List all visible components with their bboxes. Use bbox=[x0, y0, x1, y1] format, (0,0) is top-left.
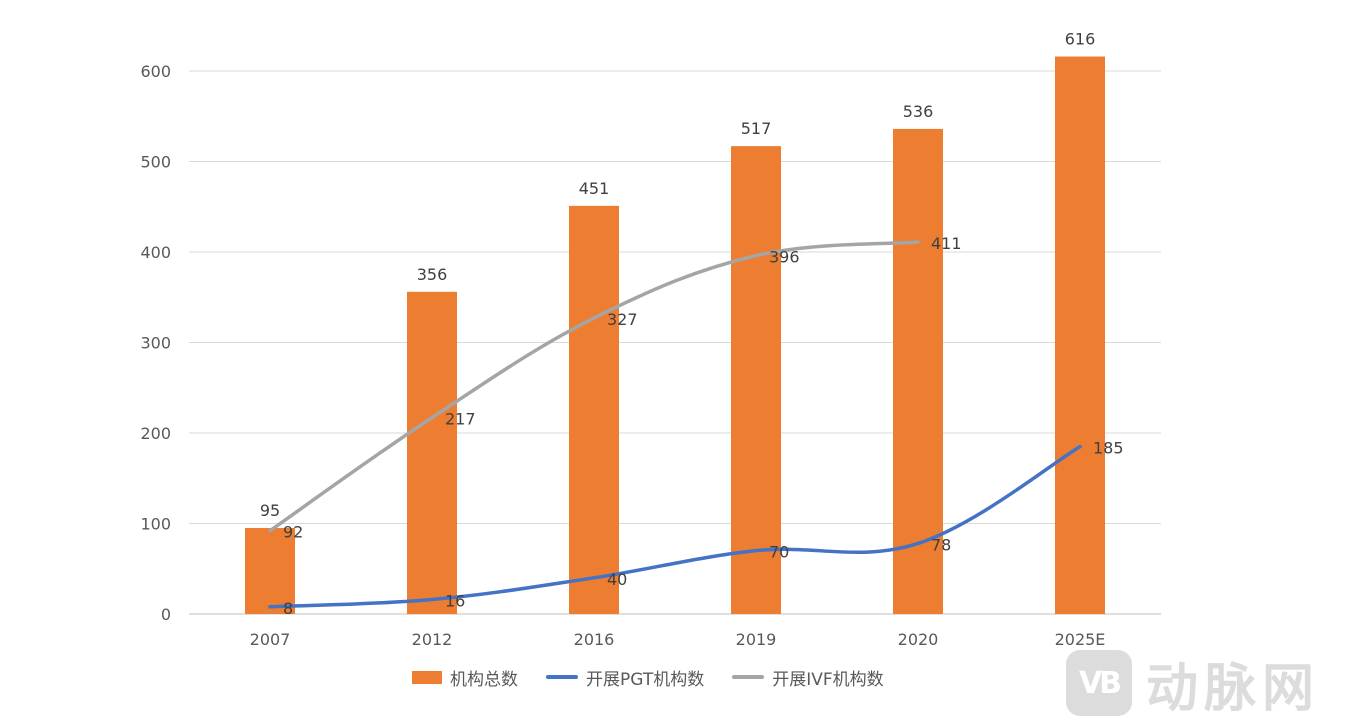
line-1-label-2012: 16 bbox=[445, 592, 465, 611]
bar-label-2012: 356 bbox=[417, 265, 448, 284]
line-1-label-2016: 40 bbox=[607, 570, 627, 589]
bar-label-2025E: 616 bbox=[1065, 30, 1096, 49]
bar-label-2007: 95 bbox=[260, 501, 280, 520]
y-tick-label-600: 600 bbox=[140, 62, 171, 81]
line-series bbox=[268, 240, 1082, 609]
line-1-label-2007: 8 bbox=[283, 599, 293, 618]
x-tick-label-2007: 2007 bbox=[250, 630, 291, 649]
y-tick-label-300: 300 bbox=[140, 334, 171, 353]
bar-2025E bbox=[1055, 56, 1105, 614]
y-tick-label-0: 0 bbox=[161, 605, 171, 624]
legend-label-total: 机构总数 bbox=[450, 669, 518, 690]
bar-label-2019: 517 bbox=[741, 119, 772, 138]
legend-item-total[interactable]: 机构总数 bbox=[412, 665, 518, 690]
watermark-logo-icon: VB bbox=[1066, 650, 1132, 716]
y-tick-label-400: 400 bbox=[140, 243, 171, 262]
data-labels: 95 356 451 517 536 616 8 16 40 70 78 185 92 217 327 396… bbox=[260, 30, 1124, 618]
x-tick-label-2012: 2012 bbox=[412, 630, 453, 649]
y-axis-ticks: 0 100 200 300 400 500 600 bbox=[140, 62, 171, 624]
legend-swatch-total bbox=[412, 670, 442, 684]
x-tick-label-2016: 2016 bbox=[574, 630, 615, 649]
bar-2016 bbox=[569, 205, 619, 614]
gridlines bbox=[189, 70, 1161, 615]
line-1-label-2019: 70 bbox=[769, 543, 789, 562]
legend-item-ivf[interactable]: 开展IVF机构数 bbox=[732, 665, 884, 690]
y-tick-label-100: 100 bbox=[140, 515, 171, 534]
x-tick-label-2025E: 2025E bbox=[1055, 630, 1106, 649]
line-2-label-2007: 92 bbox=[283, 523, 303, 542]
line-2-label-2020: 411 bbox=[931, 234, 962, 253]
x-axis-ticks: 2007 2012 2016 2019 2020 2025E bbox=[250, 630, 1106, 649]
watermark: VB 动脉网 bbox=[1066, 648, 1338, 719]
bar-2007 bbox=[245, 528, 295, 614]
line-2-label-2019: 396 bbox=[769, 248, 800, 267]
bar-2019 bbox=[731, 146, 781, 615]
bar-2020 bbox=[893, 128, 943, 615]
legend-swatch-pgt bbox=[546, 675, 578, 679]
line-1-label-2020: 78 bbox=[931, 535, 951, 554]
x-tick-label-2020: 2020 bbox=[898, 630, 939, 649]
bar-series bbox=[245, 56, 1105, 615]
legend-item-pgt[interactable]: 开展PGT机构数 bbox=[546, 665, 704, 690]
line-1-label-2025E: 185 bbox=[1093, 439, 1124, 458]
line-series-2 bbox=[268, 240, 920, 533]
line-series-1 bbox=[268, 444, 1082, 609]
line-2-label-2012: 217 bbox=[445, 410, 476, 429]
legend-swatch-ivf bbox=[732, 675, 765, 679]
legend-label-ivf: 开展IVF机构数 bbox=[772, 669, 884, 690]
y-tick-label-500: 500 bbox=[140, 153, 171, 172]
y-tick-label-200: 200 bbox=[140, 424, 171, 443]
bar-label-2016: 451 bbox=[579, 179, 610, 198]
bar-2012 bbox=[407, 291, 457, 614]
legend: 机构总数 开展PGT机构数 开展IVF机构数 bbox=[412, 664, 884, 690]
watermark-text: 动脉网 bbox=[1146, 658, 1321, 719]
x-tick-label-2019: 2019 bbox=[736, 630, 777, 649]
bar-label-2020: 536 bbox=[903, 102, 934, 121]
legend-label-pgt: 开展PGT机构数 bbox=[586, 669, 705, 690]
line-2-label-2016: 327 bbox=[607, 310, 638, 329]
